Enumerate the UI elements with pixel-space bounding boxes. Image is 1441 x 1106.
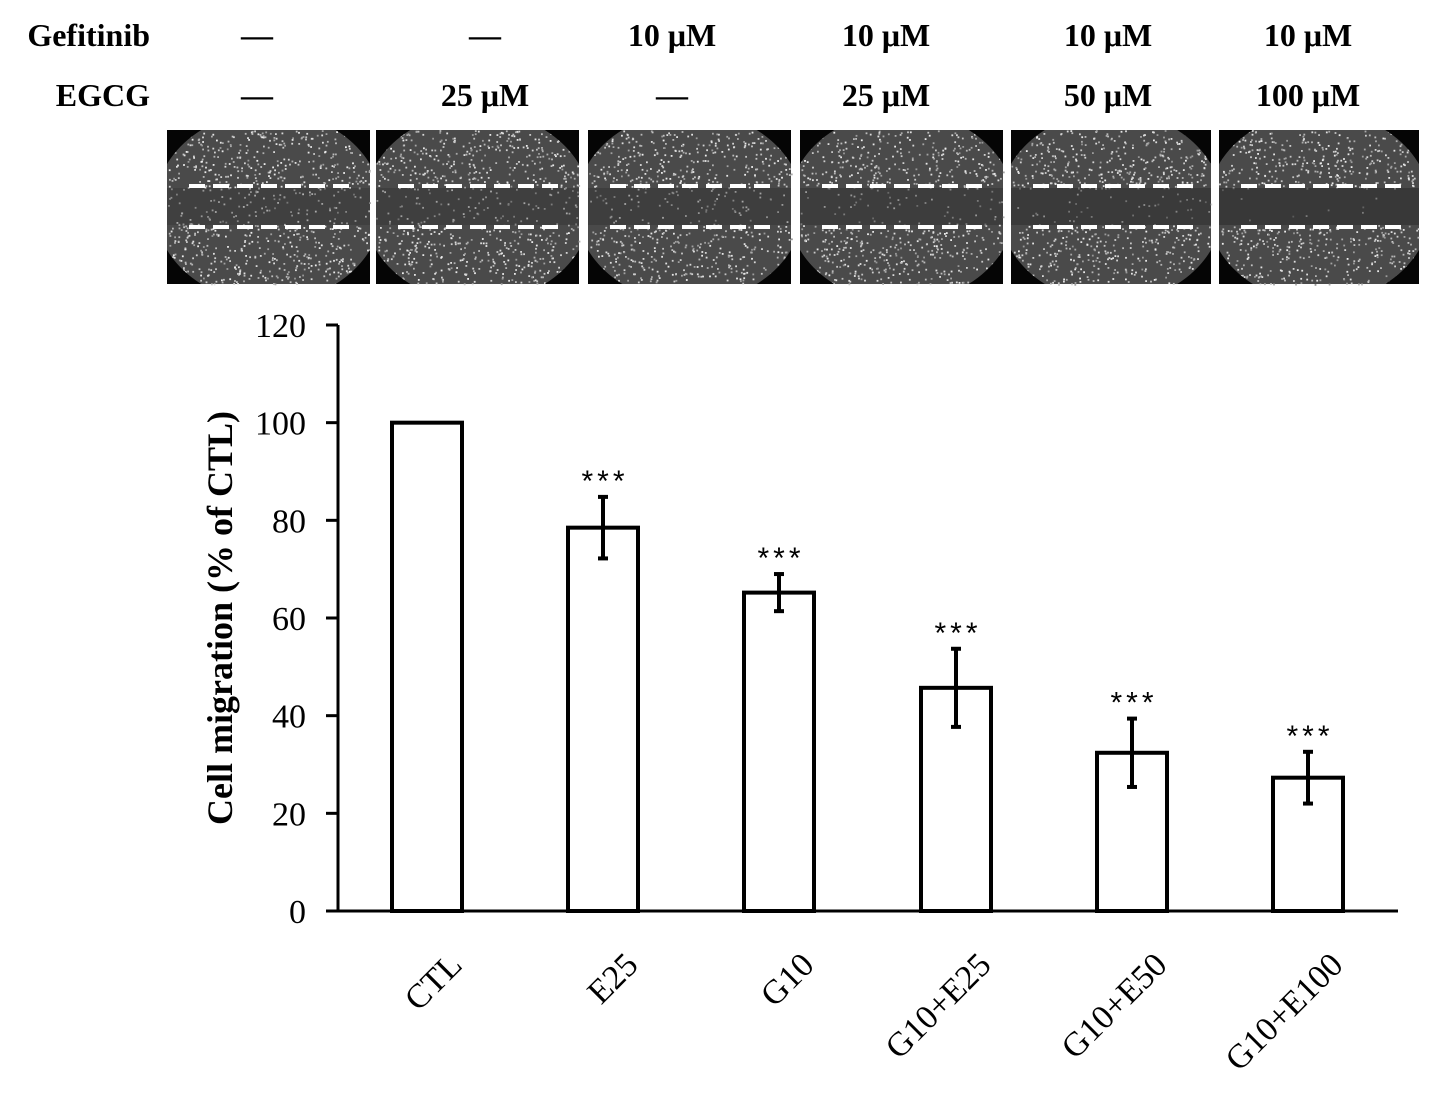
treatment-value-egcg-2: 25 μM [441,77,529,113]
treatment-value-egcg-1: — [240,77,274,113]
error-bar-2 [598,494,608,561]
significance-marker-3: *** [757,542,804,575]
treatment-table: Gefitinib EGCG — — 10 μM 10 μM 10 μM 10 μM — 25… [27,17,1360,113]
error-bar-5 [1127,716,1137,789]
wound-image-6 [1219,130,1421,286]
treatment-row-label-gefitinib: Gefitinib [27,17,150,53]
wound-image-3 [588,130,793,286]
error-bar-4 [951,646,961,729]
treatment-value-gefitinib-1: — [240,17,274,53]
y-tick-label: 100 [255,406,306,443]
bar-e25 [566,525,640,913]
treatment-value-gefitinib-2: — [468,17,502,53]
treatment-row-label-egcg: EGCG [56,77,150,113]
bar-ctl [390,420,464,913]
y-tick-label: 80 [272,503,306,540]
significance-marker-4: *** [934,617,981,650]
treatment-value-gefitinib-6: 10 μM [1264,17,1352,53]
y-tick-label: 20 [272,796,306,833]
treatment-value-egcg-4: 25 μM [842,77,930,113]
y-tick-label: 0 [289,894,306,931]
x-category-label-2: E25 [581,946,646,1011]
treatment-value-gefitinib-3: 10 μM [628,17,716,53]
significance-marker-6: *** [1286,720,1333,753]
x-category-label-6: G10+E100 [1219,946,1351,1078]
wound-healing-images [167,130,1421,286]
treatment-value-egcg-3: — [655,77,689,113]
bar-g10 [742,590,816,914]
error-bar-6 [1303,749,1313,806]
y-tick-label: 40 [272,699,306,736]
significance-marker-5: *** [1110,687,1157,720]
wound-image-4 [800,130,1005,286]
y-tick-label: 120 [255,308,306,345]
x-category-label-3: G10 [754,946,822,1014]
wound-image-5 [1011,130,1213,286]
treatment-value-egcg-5: 50 μM [1064,77,1152,113]
bar-chart: Cell migration (% of CTL) 0 20 40 60 80 100 12… [200,308,1398,1078]
error-bar-3 [774,572,784,614]
wound-image-2 [376,130,581,286]
significance-marker-2: *** [581,465,628,498]
treatment-value-gefitinib-4: 10 μM [842,17,930,53]
x-category-label-5: G10+E50 [1055,946,1175,1066]
x-category-label-1: CTL [398,946,470,1018]
y-axis-label: Cell migration (% of CTL) [200,411,240,825]
x-category-label-4: G10+E25 [879,946,999,1066]
y-tick-label: 60 [272,601,306,638]
treatment-value-egcg-6: 100 μM [1256,77,1360,113]
wound-image-1 [167,130,372,286]
treatment-value-gefitinib-5: 10 μM [1064,17,1152,53]
